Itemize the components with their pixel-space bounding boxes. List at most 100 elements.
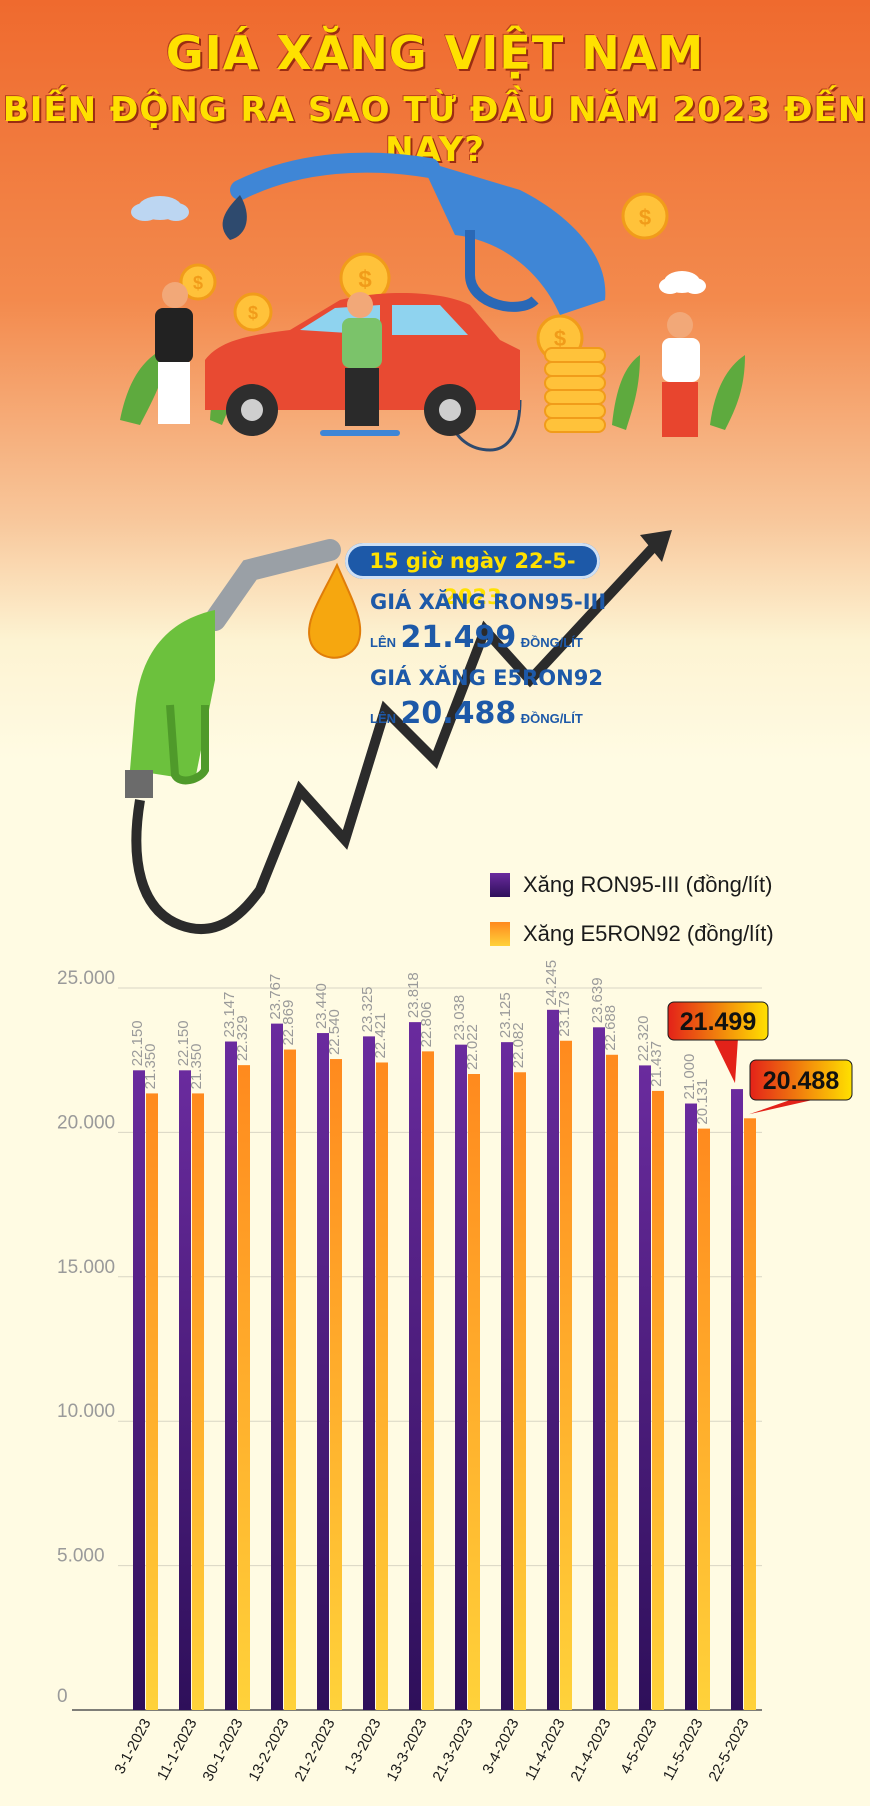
x-tick-label: 3-1-2023 — [111, 1716, 154, 1777]
bar-e5 — [514, 1072, 526, 1710]
data-label-ron95: 22.150 — [175, 1020, 192, 1066]
ron95-value: 21.499 — [400, 620, 517, 655]
svg-text:$: $ — [193, 273, 203, 293]
x-tick-label: 4-5-2023 — [617, 1716, 660, 1777]
ron95-prefix: LÊN — [370, 635, 396, 650]
title-line-1: GIÁ XĂNG VIỆT NAM — [165, 26, 705, 80]
x-tick-label: 21-2-2023 — [291, 1716, 338, 1784]
legend-label-e5: Xăng E5RON92 (đồng/lít) — [523, 921, 774, 946]
bar-ron95 — [547, 1009, 559, 1710]
bar-e5 — [652, 1090, 664, 1710]
bar-e5 — [744, 1118, 756, 1710]
svg-text:$: $ — [358, 266, 372, 293]
y-tick-label: 15.000 — [57, 1257, 115, 1278]
data-label-e5: 22.421 — [372, 1013, 389, 1059]
data-label-e5: 21.350 — [142, 1044, 159, 1090]
x-tick-label: 30-1-2023 — [199, 1716, 246, 1784]
callout-ron95-box — [667, 1001, 769, 1041]
x-tick-label: 11-5-2023 — [660, 1716, 707, 1783]
title-line-2: BIẾN ĐỘNG RA SAO TỪ ĐẦU NĂM 2023 ĐẾN NAY… — [2, 90, 868, 170]
ron95-announce-row: LÊN 21.499 ĐỒNG/LÍT — [370, 620, 583, 655]
data-label-e5: 22.806 — [418, 1001, 435, 1047]
e5-unit: ĐỒNG/LÍT — [520, 711, 583, 726]
bar-e5 — [468, 1074, 480, 1710]
e5-announce-label: GIÁ XĂNG E5RON92 — [370, 666, 603, 690]
data-label-e5: 22.869 — [280, 1000, 297, 1046]
y-tick-label: 20.000 — [57, 1112, 115, 1133]
coin-icon: $ — [339, 252, 391, 304]
bar-e5 — [698, 1128, 710, 1710]
data-label-ron95: 23.325 — [359, 986, 376, 1032]
x-tick-label: 22-5-2023 — [705, 1716, 752, 1784]
bar-e5 — [376, 1062, 388, 1710]
fuel-nozzle-blue-icon — [222, 152, 606, 315]
bar-e5 — [606, 1054, 618, 1710]
x-tick-label: 11-1-2023 — [154, 1716, 201, 1783]
e5-value: 20.488 — [400, 696, 517, 731]
y-tick-label: 10.000 — [57, 1401, 115, 1422]
coin-icon: $ — [179, 263, 217, 301]
e5-announce-row: LÊN 20.488 ĐỒNG/LÍT — [370, 696, 583, 731]
bar-ron95 — [685, 1103, 697, 1710]
cloud-icon — [659, 271, 706, 294]
arrow-head-icon — [640, 530, 672, 562]
bar-ron95 — [409, 1022, 421, 1710]
bar-e5 — [422, 1051, 434, 1710]
data-label-ron95: 21.000 — [681, 1054, 698, 1100]
data-label-e5: 21.437 — [648, 1041, 665, 1087]
callout-ron95-pointer — [713, 1038, 738, 1084]
data-label-ron95: 24.245 — [543, 960, 560, 1006]
illustration: $ $ $ $ $ — [120, 152, 745, 659]
data-label-ron95: 23.125 — [497, 992, 514, 1038]
bar-ron95 — [639, 1065, 651, 1710]
ron95-unit: ĐỒNG/LÍT — [520, 635, 583, 650]
x-tick-label: 3-4-2023 — [479, 1716, 522, 1777]
coin-stack-icon — [544, 347, 606, 433]
data-label-ron95: 22.150 — [129, 1020, 146, 1066]
callout-e5-value: 20.488 — [763, 1067, 840, 1095]
bar-e5 — [192, 1093, 204, 1710]
x-tick-label: 1-3-2023 — [341, 1716, 384, 1777]
data-label-e5: 22.329 — [234, 1015, 251, 1061]
date-pill: 15 giờ ngày 22-5-2023 — [345, 543, 600, 609]
bar-ron95 — [593, 1027, 605, 1710]
data-label-e5: 22.082 — [510, 1022, 527, 1068]
y-tick-label: 25.000 — [57, 968, 115, 989]
person-icon — [320, 292, 400, 436]
bar-e5 — [238, 1065, 250, 1710]
x-tick-label: 13-3-2023 — [383, 1716, 430, 1784]
bar-chart: 05.00010.00015.00020.00025.00022.15021.3… — [57, 960, 853, 1784]
coin-icon: $ — [233, 292, 273, 332]
bar-e5 — [146, 1093, 158, 1710]
data-label-ron95: 23.038 — [451, 995, 468, 1041]
bar-ron95 — [179, 1070, 191, 1710]
cloud-icon — [131, 196, 189, 221]
y-tick-label: 0 — [57, 1686, 68, 1707]
bar-ron95 — [731, 1089, 743, 1710]
bar-ron95 — [317, 1033, 329, 1710]
data-label-ron95: 22.320 — [635, 1016, 652, 1062]
x-tick-label: 11-4-2023 — [522, 1716, 569, 1783]
data-label-e5: 20.131 — [694, 1079, 711, 1125]
bar-ron95 — [133, 1070, 145, 1710]
svg-text:$: $ — [554, 326, 566, 351]
callout-ron95-value: 21.499 — [680, 1008, 756, 1036]
y-tick-label: 5.000 — [57, 1546, 105, 1567]
data-label-e5: 22.540 — [326, 1009, 343, 1055]
bar-e5 — [560, 1040, 572, 1710]
x-tick-label: 21-4-2023 — [567, 1716, 614, 1784]
person-icon — [662, 312, 700, 437]
bar-ron95 — [455, 1044, 467, 1710]
data-label-e5: 23.173 — [556, 991, 573, 1037]
x-tick-label: 21-3-2023 — [429, 1716, 476, 1784]
fuel-nozzle-green-icon — [125, 539, 341, 798]
oil-drop-icon — [308, 562, 362, 659]
data-label-e5: 22.022 — [464, 1024, 481, 1070]
bar-ron95 — [363, 1036, 375, 1710]
svg-text:$: $ — [639, 205, 651, 230]
ron95-announce-label: GIÁ XĂNG RON95-III — [370, 590, 607, 614]
data-label-e5: 22.688 — [602, 1005, 619, 1051]
data-label-ron95: 23.147 — [221, 992, 238, 1038]
bar-e5 — [284, 1049, 296, 1710]
legend-label-ron95: Xăng RON95-III (đồng/lít) — [523, 872, 773, 897]
